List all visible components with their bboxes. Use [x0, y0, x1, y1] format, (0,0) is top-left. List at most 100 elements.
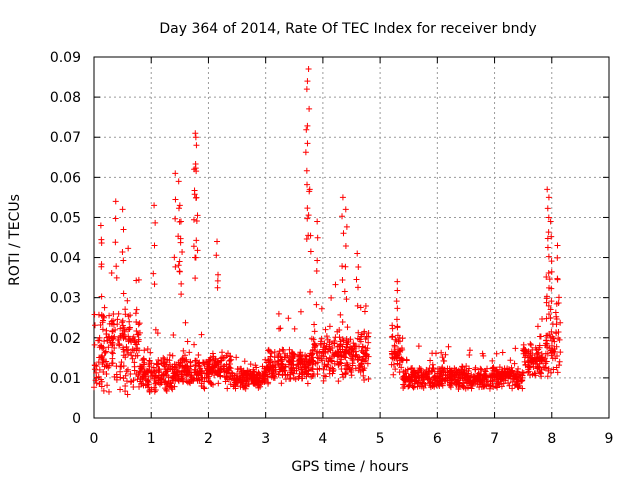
data-point: [148, 360, 155, 367]
data-point: [507, 357, 514, 364]
data-point: [226, 360, 233, 367]
data-point: [170, 375, 177, 382]
data-point: [140, 356, 147, 363]
data-point: [161, 363, 168, 370]
data-point: [207, 356, 214, 363]
y-tick-label: 0.08: [50, 90, 81, 106]
data-point: [105, 333, 112, 340]
data-point: [191, 341, 198, 348]
data-point: [125, 333, 132, 340]
data-point: [554, 254, 561, 261]
data-point: [343, 296, 350, 303]
data-point: [357, 304, 364, 311]
data-point: [321, 362, 328, 369]
data-point: [393, 316, 400, 323]
data-point: [358, 347, 365, 354]
data-point: [406, 382, 413, 389]
data-point: [525, 366, 532, 373]
data-point: [518, 378, 525, 385]
data-point: [192, 194, 199, 201]
data-point: [431, 383, 438, 390]
data-point: [135, 372, 142, 379]
data-point: [394, 287, 401, 294]
data-point: [99, 326, 106, 333]
data-point: [342, 263, 349, 270]
data-point: [506, 366, 513, 373]
data-point: [91, 341, 98, 348]
data-point: [121, 324, 128, 331]
data-point: [314, 348, 321, 355]
data-point: [305, 66, 312, 73]
data-point: [339, 263, 346, 270]
data-point: [489, 357, 496, 364]
data-point: [554, 242, 561, 249]
data-point: [133, 277, 140, 284]
data-point: [337, 311, 344, 318]
data-point: [268, 370, 275, 377]
data-point: [318, 335, 325, 342]
data-point: [466, 352, 473, 359]
data-point: [120, 333, 127, 340]
data-point: [538, 354, 545, 361]
data-point: [99, 345, 106, 352]
data-point: [145, 379, 152, 386]
data-point: [290, 364, 297, 371]
data-point: [98, 293, 105, 300]
data-point: [520, 341, 527, 348]
data-point: [355, 263, 362, 270]
data-point: [286, 346, 293, 353]
data-point: [227, 365, 234, 372]
data-point: [160, 354, 167, 361]
data-point: [224, 385, 231, 392]
data-point: [338, 366, 345, 373]
data-point: [445, 343, 452, 350]
data-point: [128, 338, 135, 345]
data-point: [543, 293, 550, 300]
data-point: [214, 238, 221, 245]
data-point: [127, 312, 134, 319]
data-point: [309, 357, 316, 364]
data-point: [97, 322, 104, 329]
data-point: [359, 349, 366, 356]
data-point: [550, 366, 557, 373]
data-point: [192, 254, 199, 261]
data-point: [348, 372, 355, 379]
data-point: [321, 372, 328, 379]
data-point: [175, 262, 182, 269]
data-point: [118, 359, 125, 366]
data-point: [310, 354, 317, 361]
data-point: [119, 248, 126, 255]
data-point: [456, 383, 463, 390]
data-point: [440, 357, 447, 364]
data-point: [212, 355, 219, 362]
data-point: [549, 321, 556, 328]
data-point: [200, 360, 207, 367]
data-point: [394, 305, 401, 312]
data-point: [130, 384, 137, 391]
data-point: [257, 374, 264, 381]
data-point: [335, 352, 342, 359]
data-point: [391, 343, 398, 350]
data-point: [122, 354, 129, 361]
data-point: [160, 372, 167, 379]
data-point: [364, 360, 371, 367]
data-point: [459, 364, 466, 371]
data-point: [536, 342, 543, 349]
data-point: [512, 345, 519, 352]
data-point: [549, 337, 556, 344]
data-point: [108, 270, 115, 277]
data-point: [177, 218, 184, 225]
data-point: [396, 334, 403, 341]
data-point: [506, 382, 513, 389]
data-point: [100, 313, 107, 320]
data-point: [285, 315, 292, 322]
data-point: [499, 349, 506, 356]
data-point: [304, 122, 311, 129]
data-point: [492, 383, 499, 390]
data-point: [390, 371, 397, 378]
data-point: [151, 388, 158, 395]
data-point: [342, 348, 349, 355]
y-tick-label: 0.02: [50, 331, 81, 347]
data-point: [179, 378, 186, 385]
data-point: [240, 370, 247, 377]
